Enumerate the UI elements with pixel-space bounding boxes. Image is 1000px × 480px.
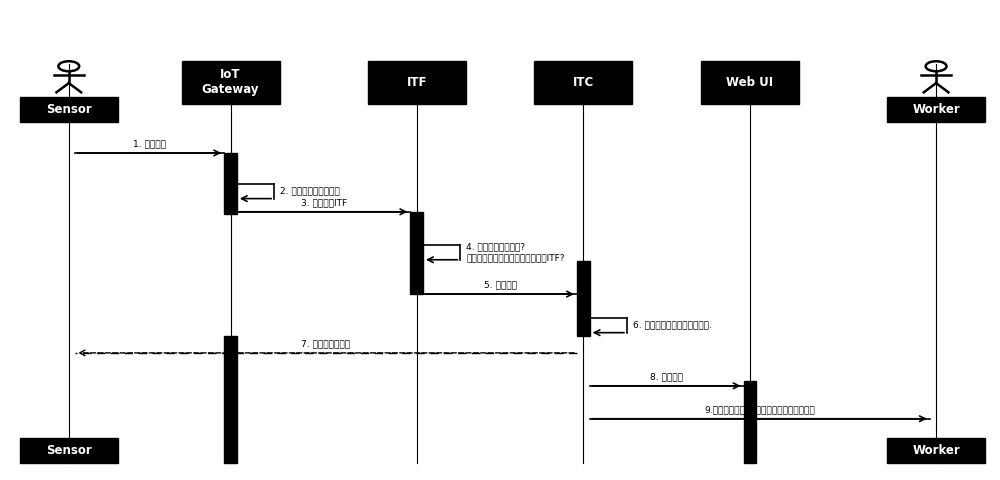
Text: ITF: ITF — [406, 76, 427, 89]
Bar — [182, 61, 280, 104]
Bar — [224, 336, 237, 464]
Text: 8. 展示告警: 8. 展示告警 — [650, 372, 683, 381]
Text: 6. 接收数据判断是否触发告警.: 6. 接收数据判断是否触发告警. — [633, 321, 712, 330]
Text: 9.通过短信或者邮件发送告警信息给相关用户: 9.通过短信或者邮件发送告警信息给相关用户 — [704, 405, 815, 414]
Text: 3. 发送数据ITF: 3. 发送数据ITF — [301, 198, 347, 207]
Text: Sensor: Sensor — [46, 444, 92, 457]
Text: 1. 发送数据: 1. 发送数据 — [133, 139, 166, 148]
Bar — [701, 61, 799, 104]
Bar — [20, 438, 118, 464]
Text: 2. 判断是否为无效数据: 2. 判断是否为无效数据 — [280, 187, 340, 195]
Text: Worker: Worker — [912, 103, 960, 116]
Bar — [744, 381, 756, 464]
Bar — [368, 61, 466, 104]
Bar — [887, 438, 985, 464]
Text: Web UI: Web UI — [726, 76, 773, 89]
Bar — [20, 96, 118, 122]
Text: ITC: ITC — [573, 76, 594, 89]
Bar — [534, 61, 632, 104]
Bar — [224, 153, 237, 214]
Bar — [887, 96, 985, 122]
Text: 4. 是否是有效传感器?
执行规则判断是否需要发送数据给ITF?: 4. 是否是有效传感器? 执行规则判断是否需要发送数据给ITF? — [466, 242, 565, 262]
Bar — [410, 212, 423, 294]
Text: Worker: Worker — [912, 444, 960, 457]
Text: IoT
Gateway: IoT Gateway — [202, 69, 259, 96]
Bar — [577, 261, 590, 336]
Text: 5. 发送数据: 5. 发送数据 — [484, 280, 516, 289]
Text: 7. 联动相关传感器: 7. 联动相关传感器 — [301, 339, 351, 348]
Text: Sensor: Sensor — [46, 103, 92, 116]
